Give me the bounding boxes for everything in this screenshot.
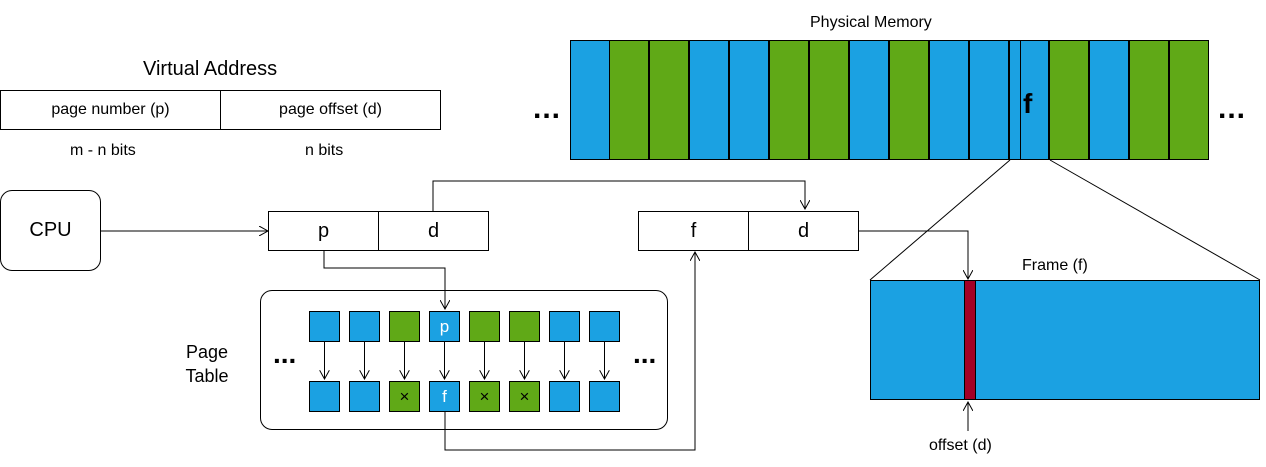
page-table-entry [589,381,620,412]
memory-frame [1049,40,1089,160]
physical-offset-field: d [748,211,859,251]
memory-frame [1089,40,1129,160]
page-table-entry: × [469,381,500,412]
memory-frame-label: f [1023,88,1033,119]
cpu-box: CPU [0,190,101,271]
page-table-index [389,311,420,342]
physical-memory-strip [570,40,1210,160]
offset-to-frame-arrow [858,230,968,279]
page-table-label-line1: Page [185,342,229,362]
page-table-entry: × [389,381,420,412]
page-table-index [469,311,500,342]
memory-frame [929,40,969,160]
page-lookup-arrow [323,250,445,309]
memory-frame [649,40,689,160]
page-table-left-ellipsis: ... [273,338,297,369]
page-table-index: p [429,311,460,342]
memory-frame [729,40,769,160]
page-table-entry [309,381,340,412]
offset-marker [964,281,976,399]
memory-frame [809,40,849,160]
page-offset-bits: n bits [305,142,344,159]
page-table-index [349,311,380,342]
page-table-entry [549,381,580,412]
page-table-entry: × [509,381,540,412]
page-table-mappings [325,342,605,379]
page-table-entry [349,381,380,412]
page-number-bits: m - n bits [70,142,136,159]
offset-label: offset (d) [929,437,992,454]
memory-frame [1009,40,1049,160]
frame-detail-box [870,280,1260,400]
page-table-right-ellipsis: ... [633,338,657,369]
zoom-line-left [869,159,1011,281]
memory-frame [889,40,929,160]
page-number-field: page number (p) [0,90,221,130]
memory-frame [570,40,610,160]
memory-frame [969,40,1009,160]
memory-left-ellipsis: ... [533,92,562,125]
memory-frame [849,40,889,160]
page-table-label-line2: Table [185,366,229,386]
memory-frame [1129,40,1169,160]
memory-right-ellipsis: ... [1218,92,1247,125]
page-table-entry: f [429,381,460,412]
frame-detail-title: Frame (f) [1022,257,1088,274]
physical-memory-title: Physical Memory [810,14,932,31]
memory-frame [689,40,729,160]
frame-number-arrow [444,252,695,451]
memory-frame [1169,40,1209,160]
page-offset-field: page offset (d) [220,90,441,130]
page-table-index [509,311,540,342]
page-table-index [309,311,340,342]
logical-page-field: p [268,211,379,251]
virtual-address-title: Virtual Address [143,58,278,80]
memory-frame [609,40,649,160]
page-table-index [549,311,580,342]
page-table-label: Page Table [182,340,232,388]
physical-frame-field: f [638,211,749,251]
zoom-line-right [1049,159,1261,281]
logical-offset-field: d [378,211,489,251]
offset-copy-arrow [432,180,805,211]
page-table-index [589,311,620,342]
memory-frame [769,40,809,160]
frame-f-divider [1020,40,1021,160]
page-table-container [260,290,668,430]
